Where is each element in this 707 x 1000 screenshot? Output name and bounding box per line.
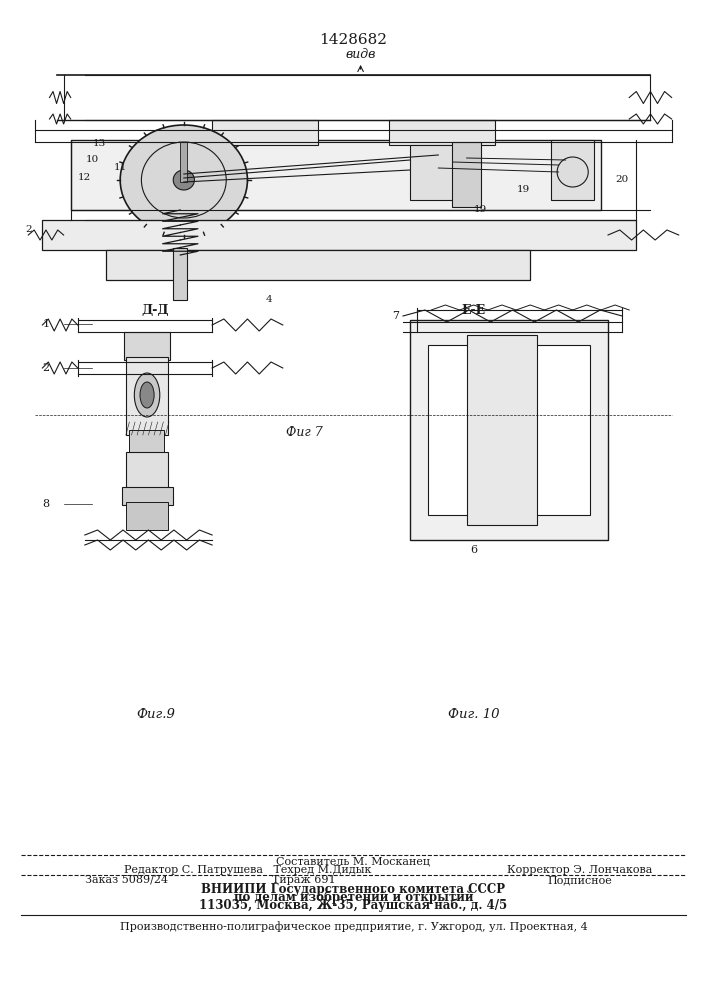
Ellipse shape [134, 373, 160, 417]
Bar [126, 357, 168, 435]
Bar [410, 320, 608, 540]
Text: Тираж 691: Тираж 691 [272, 875, 336, 885]
Bar [126, 502, 168, 530]
Text: 11: 11 [114, 163, 127, 172]
Ellipse shape [557, 157, 588, 187]
Text: 12: 12 [78, 172, 91, 182]
Text: 113035, Москва, Ж-35, Раушская наб., д. 4/5: 113035, Москва, Ж-35, Раушская наб., д. … [199, 898, 508, 912]
Text: Д-Д: Д-Д [141, 304, 170, 316]
Text: ВНИИПИ Государственного комитета СССР: ВНИИПИ Государственного комитета СССР [201, 882, 506, 896]
Text: 1428682: 1428682 [320, 33, 387, 47]
Text: по делам изобретений и открытий: по делам изобретений и открытий [234, 890, 473, 904]
Text: 19: 19 [517, 186, 530, 194]
Text: 4: 4 [265, 296, 272, 304]
Text: Фиг.9: Фиг.9 [136, 708, 175, 722]
Text: Редактор С. Патрушева   Техред М.Дидык: Редактор С. Патрушева Техред М.Дидык [124, 865, 371, 875]
Bar [467, 335, 537, 525]
Bar [410, 145, 467, 200]
Bar [551, 140, 594, 200]
Text: 13: 13 [93, 138, 105, 147]
Bar [389, 120, 495, 145]
Bar [106, 250, 530, 280]
Text: 1: 1 [42, 319, 49, 329]
Text: 2: 2 [42, 363, 49, 373]
Bar [452, 142, 481, 207]
Ellipse shape [140, 382, 154, 408]
Bar [124, 332, 170, 360]
Bar [180, 142, 187, 182]
Ellipse shape [120, 125, 247, 235]
Bar [126, 452, 168, 490]
Bar [156, 253, 219, 265]
Bar [173, 248, 187, 300]
Ellipse shape [173, 170, 194, 190]
Text: Фиг. 10: Фиг. 10 [448, 708, 499, 722]
Bar [42, 220, 636, 250]
Text: 6: 6 [470, 545, 477, 555]
Text: Производственно-полиграфическое предприятие, г. Ужгород, ул. Проектная, 4: Производственно-полиграфическое предприя… [119, 922, 588, 932]
Bar [71, 140, 601, 210]
Text: Корректор Э. Лончакова: Корректор Э. Лончакова [507, 865, 653, 875]
Bar [212, 120, 318, 145]
Text: 10: 10 [86, 155, 98, 164]
Text: Составитель М. Москанец: Составитель М. Москанец [276, 857, 431, 867]
Bar [122, 487, 173, 505]
Text: 19: 19 [474, 206, 487, 215]
Text: 2: 2 [25, 226, 32, 234]
Text: 20: 20 [616, 176, 629, 184]
Text: Заказ 5089/24: Заказ 5089/24 [85, 875, 168, 885]
Text: 7: 7 [392, 311, 399, 321]
Text: видв: видв [346, 48, 375, 62]
Bar [428, 345, 590, 515]
Text: 8: 8 [42, 499, 49, 509]
Text: Фиг 7: Фиг 7 [286, 426, 322, 438]
Text: Е-Е: Е-Е [462, 304, 486, 316]
Text: Подписное: Подписное [547, 875, 612, 885]
Bar [129, 430, 164, 455]
